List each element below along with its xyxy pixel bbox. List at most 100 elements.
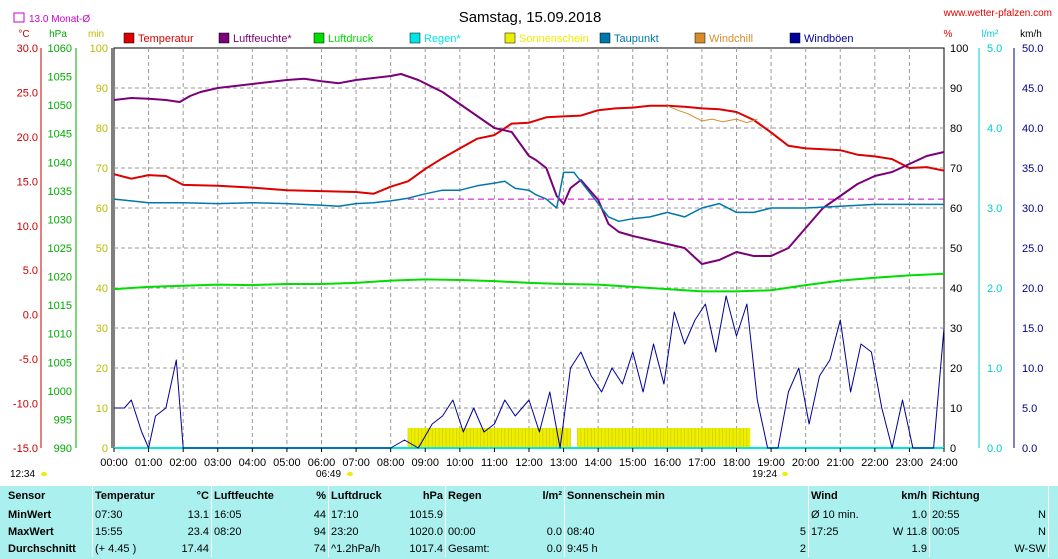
x-tick-label: 16:00: [654, 457, 682, 469]
stats-min-press-time: 17:10: [328, 506, 399, 523]
humidity-tick-label: 70: [950, 163, 962, 175]
stats-max-rain-time: 00:00: [445, 523, 510, 540]
humidity-tick-label: 80: [950, 123, 962, 135]
wind-tick-label: 45.0: [1022, 83, 1043, 95]
stats-header-sun: Sonnenschein min: [564, 486, 809, 506]
grid: [114, 48, 944, 448]
sunshine-tick-label: 50: [96, 243, 108, 255]
wind-tick-label: 50.0: [1022, 43, 1043, 55]
stats-row-max: MaxWert 15:55 23.4 08:20 94 23:20 1020.0…: [0, 523, 1058, 540]
pressure-tick-label: 1045: [48, 129, 72, 141]
monthly-avg-label: 13.0 Monat-Ø: [29, 14, 90, 25]
series-layer: [113, 73, 945, 449]
legend-swatch: [789, 32, 801, 44]
sunshine-tick-label: 40: [96, 283, 108, 295]
temp-tick-label: 15.0: [17, 176, 38, 188]
stats-min-sun-val: [752, 506, 809, 523]
stats-row-avg: Durchschnitt (+ 4.45 ) 17.44 74 ^1.2hPa/…: [0, 540, 1058, 557]
stats-avg-hum-time: [211, 540, 286, 557]
stats-header-temp: Temperatur: [92, 486, 167, 506]
stats-min-spacer: [1047, 506, 1058, 523]
wind-tick-label: 10.0: [1022, 363, 1043, 375]
temp-tick-label: -10.0: [13, 399, 38, 411]
stats-min-label: MinWert: [8, 508, 52, 521]
stats-min-dir-time: 20:55: [928, 506, 994, 523]
x-tick-label: 22:00: [861, 457, 889, 469]
legend-label: Sonnenschein: [519, 33, 589, 45]
stats-max-spacer: [1047, 523, 1058, 540]
stats-avg-dir-time: [928, 540, 994, 557]
rain-tick-label: 4.0: [987, 123, 1002, 135]
pressure-tick-label: 1050: [48, 100, 72, 112]
stats-avg-rain-time: Gesamt:: [445, 540, 510, 557]
humidity-tick-label: 30: [950, 323, 962, 335]
monthly-avg-icon: [13, 12, 25, 23]
temp-tick-label: 10.0: [17, 221, 38, 233]
sunshine-tick-label: 100: [90, 43, 108, 55]
legend-label: Windchill: [709, 33, 753, 45]
stats-header-wind-unit: km/h: [901, 490, 927, 502]
stats-max-label: MaxWert: [8, 525, 54, 538]
stats-max-sun-val: 5: [799, 525, 806, 538]
pressure-tick-label: 1055: [48, 72, 72, 84]
wind-tick-label: 35.0: [1022, 163, 1043, 175]
sunshine-tick-label: 20: [96, 363, 108, 375]
website-link[interactable]: www.wetter-pfalzen.com: [943, 8, 1052, 19]
sunrise-icon: [347, 472, 353, 476]
pressure-tick-label: 1040: [48, 157, 72, 169]
stats-min-hum-time: 16:05: [211, 506, 286, 523]
stats-header-dir-pad: [994, 486, 1049, 506]
stats-min-dir-val: N: [1037, 508, 1046, 521]
humidity-tick-label: 50: [950, 243, 962, 255]
x-tick-label: 24:00: [930, 457, 958, 469]
pressure-tick-label: 1035: [48, 186, 72, 198]
stats-min-rain-val: [510, 506, 565, 523]
stats-avg-temp-val: 17.44: [181, 542, 209, 555]
wind-tick-label: 40.0: [1022, 123, 1043, 135]
x-tick-label: 17:00: [688, 457, 716, 469]
humidity-tick-label: 40: [950, 283, 962, 295]
statistics-panel: Sensor Temperatur °C Luftfeuchte % Luftd…: [0, 486, 1058, 559]
sunrise-time: 06:49: [316, 469, 341, 480]
legend-swatch: [123, 32, 135, 44]
humidity-tick-label: 0: [950, 443, 956, 455]
x-tick-label: 07:00: [342, 457, 370, 469]
x-tick-label: 10:00: [446, 457, 474, 469]
sunshine-tick-label: 90: [96, 83, 108, 95]
x-tick-label: 01:00: [135, 457, 163, 469]
stats-header-hum: Luftfeuchte: [211, 486, 286, 506]
rain-tick-label: 5.0: [987, 43, 1002, 55]
stats-header-temp-unit: °C: [196, 490, 209, 502]
pressure-tick-label: 1005: [48, 357, 72, 369]
stats-header-dir: Richtung: [928, 486, 994, 506]
stats-max-dir-time: 00:05: [928, 523, 994, 540]
stats-avg-sun-time: 9:45 h: [563, 540, 752, 557]
rain-tick-label: 2.0: [987, 283, 1002, 295]
stats-min-hum-val: 44: [313, 508, 326, 521]
legend-label: Windböen: [804, 33, 854, 45]
stats-min-temp-time: 07:30: [92, 506, 167, 523]
temp-tick-label: -15.0: [13, 443, 38, 455]
humidity-tick-label: 100: [950, 43, 968, 55]
dewpoint-line: [113, 171, 944, 223]
x-tick-label: 18:00: [723, 457, 751, 469]
x-tick-label: 11:00: [481, 457, 508, 469]
wind-tick-label: 25.0: [1022, 243, 1043, 255]
stats-min-wind-time: Ø 10 min.: [807, 506, 879, 523]
stats-avg-rain-val: 0.0: [546, 542, 562, 555]
pressure-line: [113, 272, 945, 293]
legend-label: Regen*: [424, 33, 461, 45]
legend-swatch: [409, 32, 421, 44]
stats-header-press: Luftdruck: [328, 486, 399, 506]
sunshine-tick-label: 60: [96, 203, 108, 215]
pressure-tick-label: 1030: [48, 214, 72, 226]
wind-tick-label: 15.0: [1022, 323, 1043, 335]
temp-tick-label: 0.0: [23, 310, 38, 322]
stats-max-hum-time: 08:20: [211, 523, 286, 540]
stats-max-temp-time: 15:55: [92, 523, 167, 540]
axes-layer: 30.0 25.0 20.0 15.0 10.0 5.0 0.0 -5.0 -10.0 -15.0…: [13, 29, 1044, 469]
stats-avg-hum-val: 74: [313, 542, 326, 555]
x-tick-label: 23:00: [896, 457, 924, 469]
pressure-tick-label: 1060: [48, 43, 72, 55]
stats-min-rain-time: [445, 506, 510, 523]
